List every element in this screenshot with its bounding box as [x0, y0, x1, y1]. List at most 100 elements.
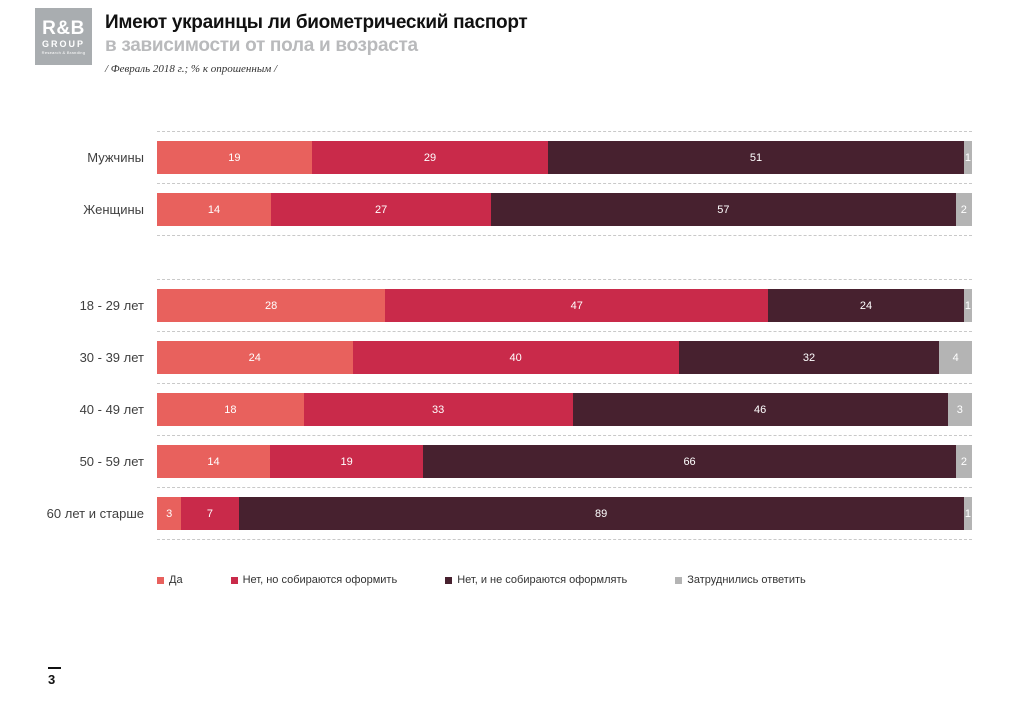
- bar-value-label: 14: [207, 203, 221, 216]
- logo-text-sub: Research & Branding: [41, 49, 86, 55]
- chart-subtitle: в зависимости от пола и возраста: [105, 35, 418, 56]
- bar-segment: 27: [271, 193, 492, 226]
- stacked-bar: 28 47 24 1: [157, 289, 972, 322]
- chart-row: Женщины 14 27 57 2: [35, 183, 972, 235]
- bar-segment: 28: [157, 289, 386, 322]
- legend-label: Нет, и не собираются оформлять: [457, 574, 628, 586]
- stacked-bar: 14 27 57 2: [157, 193, 972, 226]
- bar-value-label: 4: [952, 351, 959, 364]
- bar-value-label: 51: [749, 151, 763, 164]
- legend-label: Да: [169, 574, 183, 586]
- chart-row: 50 - 59 лет 14 19 66 2: [35, 435, 972, 487]
- bar-segment: 66: [423, 445, 956, 478]
- legend-item-no-wont: Нет, и не собираются оформлять: [445, 574, 627, 586]
- logo-text-rb: R&B: [42, 17, 85, 39]
- bar-segment: 46: [572, 393, 948, 426]
- bar-value-label: 2: [960, 455, 967, 468]
- bar-segment: 19: [269, 445, 424, 478]
- bar-value-label: 27: [374, 203, 388, 216]
- bar-segment: 1: [963, 141, 972, 174]
- bar-segment: 24: [157, 341, 353, 374]
- page-number: 3: [48, 672, 56, 687]
- bar-segment: 29: [311, 141, 549, 174]
- bar-value-label: 40: [509, 351, 522, 364]
- bar-segment: 1: [963, 497, 972, 530]
- bar-value-label: 1: [964, 507, 971, 520]
- chart-row: 18 - 29 лет 28 47 24 1: [35, 279, 972, 331]
- bar-value-label: 1: [964, 151, 971, 164]
- bar-value-label: 32: [802, 351, 816, 364]
- chart-row: 40 - 49 лет 18 33 46 3: [35, 383, 973, 435]
- bar-segment: 40: [352, 341, 679, 374]
- logo-text-group: GROUP: [41, 38, 85, 49]
- chart-row: Мужчины 19 29 51 1: [35, 131, 972, 183]
- row-label: 60 лет и старше: [46, 505, 144, 521]
- stacked-bar: 24 40 32 4: [157, 341, 972, 374]
- bar-value-label: 19: [340, 455, 353, 468]
- legend-label: Нет, но собираются оформить: [242, 574, 398, 586]
- legend-item-yes: Да: [157, 574, 183, 586]
- bar-value-label: 7: [206, 507, 214, 520]
- bar-segment: 14: [157, 193, 272, 226]
- bar-value-label: 24: [859, 299, 873, 312]
- legend: Да Нет, но собираются оформить Нет, и не…: [157, 574, 972, 586]
- chart-note: / Февраль 2018 г.; % к опрошенным /: [105, 63, 278, 75]
- bar-value-label: 89: [595, 507, 608, 520]
- row-track: 19 29 51 1: [157, 131, 972, 183]
- bar-value-label: 2: [960, 203, 967, 216]
- bar-segment: 2: [955, 445, 972, 478]
- legend-marker-no-will: [230, 576, 238, 584]
- bar-segment: 19: [157, 141, 312, 174]
- bar-value-label: 46: [753, 403, 767, 416]
- row-label: 30 - 39 лет: [79, 349, 144, 365]
- legend-label: Затруднились ответить: [687, 574, 806, 586]
- chart-group: 18 - 29 лет 28 47 24 1 30 - 39 лет 24 40 32 4 40 -…: [35, 279, 973, 540]
- legend-marker-yes: [157, 576, 164, 584]
- row-track: 28 47 24 1: [157, 279, 972, 331]
- bar-segment: 51: [548, 141, 964, 174]
- footer-rule: [48, 667, 61, 669]
- bar-segment: 7: [181, 497, 239, 530]
- legend-item-undecided: Затруднились ответить: [675, 574, 806, 586]
- row-label: 40 - 49 лет: [79, 401, 144, 417]
- group-end-line: [157, 235, 972, 236]
- bar-segment: 14: [157, 445, 270, 478]
- rb-group-logo: R&B GROUP Research & Branding: [35, 8, 92, 65]
- chart-row: 60 лет и старше 3 7 89 1: [35, 487, 972, 539]
- bar-segment: 24: [768, 289, 964, 322]
- group-end-line: [157, 539, 972, 540]
- row-label: Мужчины: [87, 149, 144, 165]
- chart-row: 30 - 39 лет 24 40 32 4: [35, 331, 972, 383]
- bar-value-label: 18: [224, 403, 237, 416]
- bar-value-label: 1: [964, 299, 971, 312]
- stacked-bar: 18 33 46 3: [157, 393, 973, 426]
- bar-value-label: 47: [570, 299, 583, 312]
- row-track: 14 27 57 2: [157, 183, 972, 235]
- legend-item-no-will: Нет, но собираются оформить: [230, 574, 398, 586]
- chart-title: Имеют украинцы ли биометрический паспорт: [105, 12, 528, 33]
- bar-value-label: 28: [264, 299, 278, 312]
- chart-group: Мужчины 19 29 51 1 Женщины 14 27 57 2: [35, 131, 972, 236]
- header: R&B GROUP Research & Branding Имеют укра…: [35, 8, 972, 75]
- stacked-bar: 19 29 51 1: [157, 141, 972, 174]
- legend-marker-undecided: [675, 576, 683, 584]
- bar-segment: 1: [963, 289, 972, 322]
- footer: 3: [48, 667, 61, 687]
- legend-marker-no-wont: [445, 576, 453, 584]
- bar-segment: 32: [678, 341, 940, 374]
- row-track: 18 33 46 3: [157, 383, 973, 435]
- row-track: 14 19 66 2: [157, 435, 972, 487]
- bar-value-label: 29: [423, 151, 437, 164]
- bar-value-label: 3: [956, 403, 963, 416]
- row-label: 50 - 59 лет: [79, 453, 144, 469]
- stacked-bar: 3 7 89 1: [157, 497, 972, 530]
- bar-value-label: 66: [683, 455, 696, 468]
- bar-segment: 33: [303, 393, 573, 426]
- bar-segment: 2: [955, 193, 972, 226]
- bar-segment: 3: [157, 497, 182, 530]
- bar-value-label: 14: [207, 455, 220, 468]
- bar-value-label: 3: [166, 507, 173, 520]
- stacked-bar: 14 19 66 2: [157, 445, 972, 478]
- bar-value-label: 57: [717, 203, 730, 216]
